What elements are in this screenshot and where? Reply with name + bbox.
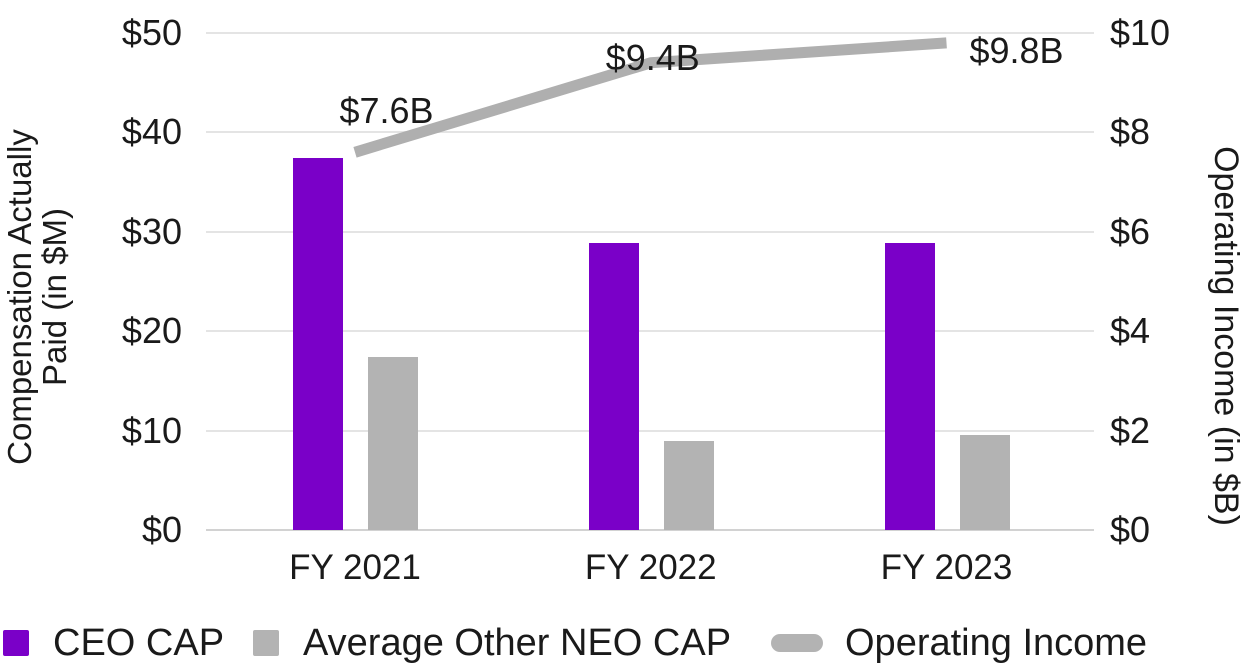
gridline (206, 32, 1094, 34)
ceo-cap-bar (588, 242, 639, 530)
gridline (206, 429, 1094, 432)
right-axis-tick: $8 (1110, 111, 1151, 153)
left-axis-tick: $20 (121, 310, 182, 352)
ceo-cap-bar (293, 158, 343, 530)
operating-income-data-label: $9.8B (969, 29, 1064, 71)
legend-item-avg-other-neo-cap: Average Other NEO CAP (253, 622, 732, 664)
legend-label-operating-income: Operating Income (845, 622, 1148, 664)
x-axis-category-label: FY 2023 (880, 548, 1013, 587)
right-axis-tick: $6 (1110, 210, 1151, 252)
operating-income-data-label: $7.6B (339, 90, 434, 132)
left-axis-tick: $40 (121, 111, 182, 153)
left-axis-tick: $30 (121, 210, 182, 252)
legend-item-operating-income: Operating Income (771, 622, 1148, 664)
right-axis-tick: $10 (1110, 12, 1171, 53)
neo-cap-bar (368, 357, 418, 530)
right-axis-tick: $4 (1110, 310, 1151, 352)
ceo-cap-swatch-icon (3, 630, 29, 656)
right-axis-tick: $2 (1110, 409, 1151, 451)
right-axis-title: Operating Income (in $B) (1207, 146, 1244, 526)
legend-label-ceo-cap: CEO CAP (53, 622, 225, 664)
left-axis-tick: $0 (141, 509, 182, 550)
ceo-cap-bar (884, 242, 935, 530)
x-axis-category-label: FY 2022 (584, 548, 717, 587)
gridline (206, 131, 1094, 134)
neo-cap-bar (663, 440, 714, 530)
gridline (206, 230, 1094, 233)
right-axis-tick: $0 (1110, 509, 1151, 550)
legend-label-avg-other-neo-cap: Average Other NEO CAP (303, 622, 732, 664)
neo-cap-bar (959, 434, 1010, 530)
operating-income-data-label: $9.4B (605, 36, 700, 78)
left-axis-tick: $50 (121, 12, 182, 53)
operating-income-swatch-icon (771, 634, 823, 652)
x-axis-category-label: FY 2021 (289, 548, 421, 587)
gridline (206, 330, 1094, 333)
x-axis-baseline (206, 529, 1094, 531)
legend-item-ceo-cap: CEO CAP (3, 622, 225, 664)
neo-cap-swatch-icon (253, 630, 279, 656)
left-axis-tick: $10 (121, 409, 182, 451)
